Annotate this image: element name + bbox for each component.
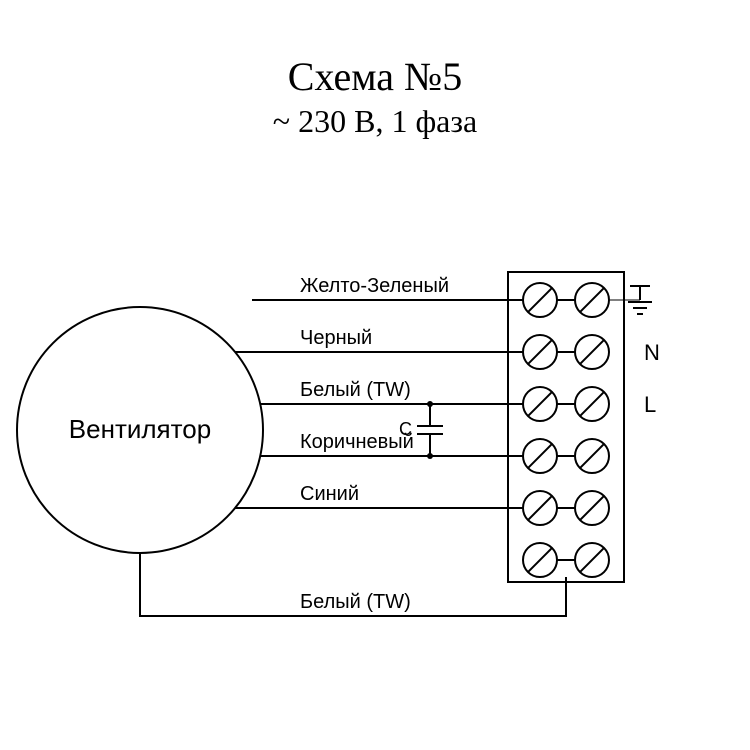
screw-slot (580, 392, 604, 416)
fan-label: Вентилятор (69, 414, 211, 444)
screw-slot (528, 340, 552, 364)
title-line2: ~ 230 В, 1 фаза (273, 103, 477, 139)
capacitor-label: C (399, 419, 412, 439)
screw-slot (528, 392, 552, 416)
title-line1: Схема №5 (288, 54, 462, 99)
wire-label: Коричневый (300, 431, 414, 453)
screw-slot (528, 496, 552, 520)
wire-label: Белый (TW) (300, 591, 411, 613)
wire-label: Черный (300, 327, 372, 349)
screw-slot (528, 288, 552, 312)
screw-slot (580, 444, 604, 468)
screw-slot (580, 496, 604, 520)
phase-label: L (644, 392, 656, 417)
screw-slot (528, 444, 552, 468)
phase-label: N (644, 340, 660, 365)
wire-label: Синий (300, 483, 359, 505)
wire-label: Белый (TW) (300, 379, 411, 401)
terminal-block (508, 272, 624, 582)
junction-dot (427, 453, 433, 459)
screw-slot (528, 548, 552, 572)
screw-slot (580, 340, 604, 364)
screw-slot (580, 288, 604, 312)
wiring-diagram: Схема №5 ~ 230 В, 1 фаза Вентилятор Желто-З… (0, 0, 750, 750)
wire-label: Желто-Зеленый (300, 275, 449, 297)
screw-slot (580, 548, 604, 572)
junction-dot (427, 401, 433, 407)
